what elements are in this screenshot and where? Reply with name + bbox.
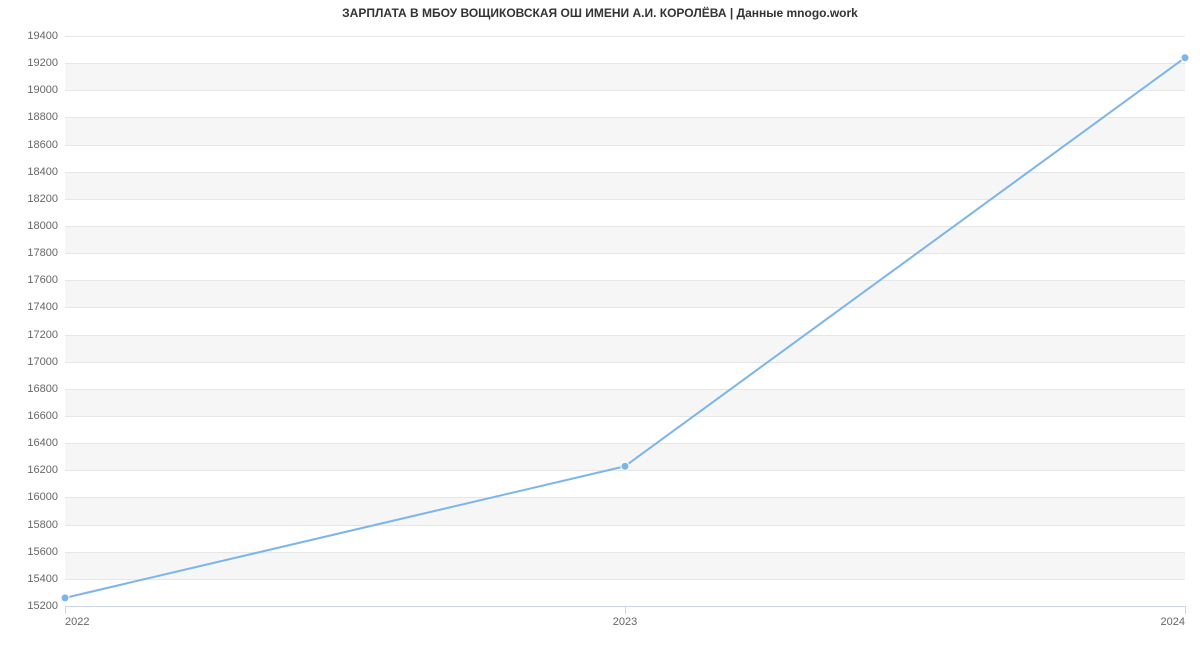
y-tick-label: 19400 <box>8 30 58 42</box>
plot-area <box>65 36 1185 606</box>
y-tick-label: 18000 <box>8 220 58 232</box>
y-tick-label: 18800 <box>8 111 58 123</box>
y-tick-label: 17000 <box>8 356 58 368</box>
y-tick-label: 15800 <box>8 519 58 531</box>
y-tick-label: 16200 <box>8 464 58 476</box>
data-point <box>621 462 629 470</box>
y-tick-label: 16400 <box>8 437 58 449</box>
data-point <box>1181 54 1189 62</box>
x-tick-mark <box>1185 606 1186 614</box>
x-tick-label: 2023 <box>613 616 637 628</box>
series-line <box>65 58 1185 598</box>
y-tick-label: 18600 <box>8 139 58 151</box>
y-tick-label: 17600 <box>8 274 58 286</box>
x-tick-label: 2024 <box>1161 616 1185 628</box>
y-tick-label: 16000 <box>8 491 58 503</box>
x-tick-label: 2022 <box>65 616 89 628</box>
x-tick-mark <box>65 606 66 614</box>
y-tick-label: 18200 <box>8 193 58 205</box>
y-tick-label: 19000 <box>8 84 58 96</box>
y-tick-label: 17200 <box>8 329 58 341</box>
y-tick-label: 15400 <box>8 573 58 585</box>
data-point <box>61 594 69 602</box>
y-tick-label: 15200 <box>8 600 58 612</box>
y-tick-label: 15600 <box>8 546 58 558</box>
x-tick-mark <box>625 606 626 614</box>
line-series <box>65 36 1185 606</box>
salary-chart: ЗАРПЛАТА В МБОУ ВОЩИКОВСКАЯ ОШ ИМЕНИ А.И… <box>0 0 1200 650</box>
y-tick-label: 16800 <box>8 383 58 395</box>
y-tick-label: 17400 <box>8 301 58 313</box>
chart-title: ЗАРПЛАТА В МБОУ ВОЩИКОВСКАЯ ОШ ИМЕНИ А.И… <box>0 6 1200 20</box>
y-tick-label: 19200 <box>8 57 58 69</box>
y-tick-label: 16600 <box>8 410 58 422</box>
y-tick-label: 18400 <box>8 166 58 178</box>
y-tick-label: 17800 <box>8 247 58 259</box>
